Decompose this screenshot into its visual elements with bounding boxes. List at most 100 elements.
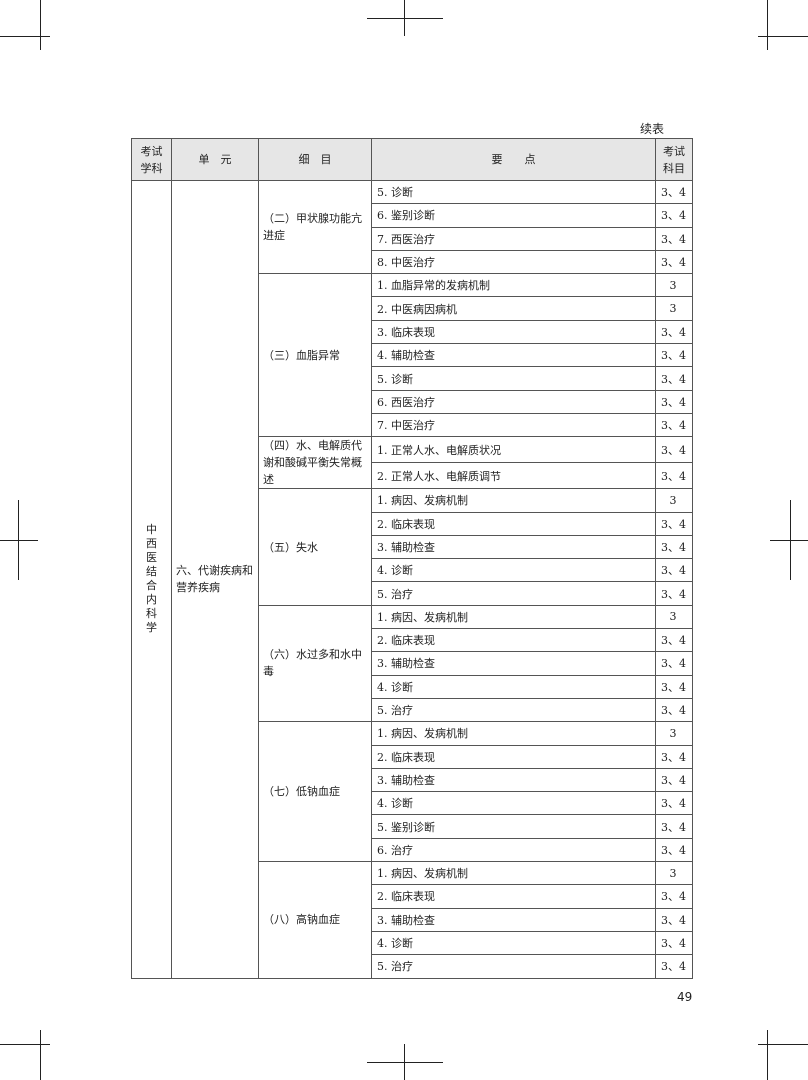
key-point-cell: 1. 正常人水、电解质状况 xyxy=(371,436,656,464)
table-row: 3. 辅助检查 3、4 xyxy=(132,767,693,793)
table-row: 3. 临床表现 3、4 xyxy=(132,319,693,345)
header-detail: 细 目 xyxy=(258,138,372,181)
section-title-cell: （八）高钠血症 xyxy=(258,861,372,979)
key-point-cell: 2. 临床表现 xyxy=(371,511,656,536)
key-point-cell: 4. 辅助检查 xyxy=(371,343,656,368)
section-title-cell: （四）水、电解质代谢和酸碱平衡失常概述 xyxy=(258,436,372,490)
exam-subject-cell: 3、4 xyxy=(655,837,693,863)
exam-outline-table: 考试 学科 单 元 细 目 要 点 考试 科目 中 西 医 结 合 内 科 学六… xyxy=(131,138,693,979)
exam-subject-cell: 3、4 xyxy=(655,319,693,345)
exam-subject-cell: 3、4 xyxy=(655,412,693,438)
table-row: 6. 西医治疗 3、4 xyxy=(132,389,693,414)
exam-subject-cell: 3、4 xyxy=(655,179,693,205)
key-point-cell: 8. 中医治疗 xyxy=(371,249,656,275)
key-point-cell: 7. 西医治疗 xyxy=(371,226,656,251)
exam-subject-cell: 3、4 xyxy=(655,674,693,699)
exam-subject-cell: 3、4 xyxy=(655,581,693,606)
exam-subject-cell: 3、4 xyxy=(655,767,693,793)
exam-subject-cell: 3、4 xyxy=(655,558,693,583)
key-point-cell: 3. 辅助检查 xyxy=(371,767,656,793)
key-point-cell: 3. 辅助检查 xyxy=(371,534,656,560)
exam-subject-cell: 3 xyxy=(655,273,693,298)
key-point-cell: 3. 辅助检查 xyxy=(371,907,656,932)
key-point-cell: 5. 治疗 xyxy=(371,954,656,979)
subject-cell: 中 西 医 结 合 内 科 学 xyxy=(131,180,172,979)
section-title-cell: （二）甲状腺功能亢进症 xyxy=(258,179,372,275)
table-row: （七）低钠血症 1. 病因、发病机制 3 xyxy=(132,721,693,863)
exam-subject-cell: 3、4 xyxy=(655,462,693,490)
key-point-cell: 2. 临床表现 xyxy=(371,628,656,653)
key-point-cell: 1. 血脂异常的发病机制 xyxy=(371,273,656,298)
exam-subject-cell: 3、4 xyxy=(655,930,693,956)
key-point-cell: 2. 正常人水、电解质调节 xyxy=(371,462,656,490)
table-row: （八）高钠血症 1. 病因、发病机制 3 xyxy=(132,861,693,979)
header-exam-subject: 考试 科目 xyxy=(655,138,693,181)
exam-subject-cell: 3 xyxy=(655,861,693,886)
key-point-cell: 1. 病因、发病机制 xyxy=(371,604,656,630)
table-row: 2. 中医病因病机 3 xyxy=(132,296,693,321)
exam-subject-cell: 3、4 xyxy=(655,907,693,932)
table-row: 2. 正常人水、电解质调节 3、4 xyxy=(132,462,693,490)
key-point-cell: 2. 中医病因病机 xyxy=(371,296,656,321)
exam-subject-cell: 3、4 xyxy=(655,697,693,723)
header-subject: 考试 学科 xyxy=(131,138,172,181)
table-row: 5. 鉴别诊断 3、4 xyxy=(132,814,693,839)
key-point-cell: 4. 诊断 xyxy=(371,674,656,699)
table-row: 5. 治疗 3、4 xyxy=(132,697,693,723)
header-key-points: 要 点 xyxy=(371,138,656,181)
table-row: 2. 临床表现 3、4 xyxy=(132,744,693,769)
exam-subject-cell: 3、4 xyxy=(655,651,693,676)
key-point-cell: 4. 诊断 xyxy=(371,558,656,583)
key-point-cell: 6. 西医治疗 xyxy=(371,389,656,414)
unit-cell: 六、代谢疾病和营养疾病 xyxy=(171,180,259,979)
table-row: 2. 临床表现 3、4 xyxy=(132,628,693,653)
key-point-cell: 1. 病因、发病机制 xyxy=(371,721,656,746)
key-point-cell: 3. 临床表现 xyxy=(371,319,656,345)
key-point-cell: 5. 诊断 xyxy=(371,366,656,391)
exam-subject-cell: 3、4 xyxy=(655,511,693,536)
key-point-cell: 6. 治疗 xyxy=(371,837,656,863)
exam-subject-cell: 3、4 xyxy=(655,366,693,391)
section-title-cell: （三）血脂异常 xyxy=(258,273,372,438)
exam-subject-cell: 3、4 xyxy=(655,436,693,464)
exam-subject-cell: 3、4 xyxy=(655,954,693,979)
table-row: 2. 临床表现 3、4 xyxy=(132,884,693,909)
exam-subject-cell: 3 xyxy=(655,296,693,321)
exam-subject-cell: 3、4 xyxy=(655,534,693,560)
key-point-cell: 5. 鉴别诊断 xyxy=(371,814,656,839)
key-point-cell: 5. 诊断 xyxy=(371,179,656,205)
exam-subject-cell: 3、4 xyxy=(655,884,693,909)
page-number: 49 xyxy=(677,990,693,1004)
table-row: 3. 辅助检查 3、4 xyxy=(132,651,693,676)
key-point-cell: 2. 临床表现 xyxy=(371,744,656,769)
key-point-cell: 5. 治疗 xyxy=(371,697,656,723)
table-row: （四）水、电解质代谢和酸碱平衡失常概述 1. 正常人水、电解质状况 3、4 xyxy=(132,436,693,490)
key-point-cell: 1. 病因、发病机制 xyxy=(371,861,656,886)
table-row: 7. 中医治疗 3、4 xyxy=(132,412,693,438)
exam-subject-cell: 3、4 xyxy=(655,814,693,839)
header-row: 考试 学科 单 元 细 目 要 点 考试 科目 xyxy=(131,138,693,181)
key-point-cell: 6. 鉴别诊断 xyxy=(371,203,656,228)
continued-label: 续表 xyxy=(640,122,665,136)
key-point-cell: 5. 治疗 xyxy=(371,581,656,606)
key-point-cell: 1. 病因、发病机制 xyxy=(371,488,656,513)
table-row: 2. 临床表现 3、4 xyxy=(132,511,693,536)
table-row: 中 西 医 结 合 内 科 学六、代谢疾病和营养疾病 （二）甲状腺功能亢进症 5. … xyxy=(131,179,693,979)
section-title-cell: （七）低钠血症 xyxy=(258,721,372,863)
exam-subject-cell: 3、4 xyxy=(655,226,693,251)
key-point-cell: 4. 诊断 xyxy=(371,930,656,956)
exam-subject-cell: 3 xyxy=(655,721,693,746)
exam-subject-cell: 3、4 xyxy=(655,203,693,228)
key-point-cell: 4. 诊断 xyxy=(371,791,656,816)
exam-subject-cell: 3、4 xyxy=(655,389,693,414)
exam-subject-cell: 3、4 xyxy=(655,744,693,769)
key-point-cell: 3. 辅助检查 xyxy=(371,651,656,676)
header-unit: 单 元 xyxy=(171,138,259,181)
exam-subject-cell: 3、4 xyxy=(655,249,693,275)
key-point-cell: 7. 中医治疗 xyxy=(371,412,656,438)
exam-subject-cell: 3、4 xyxy=(655,343,693,368)
table-body: 中 西 医 结 合 内 科 学六、代谢疾病和营养疾病 （二）甲状腺功能亢进症 5. … xyxy=(131,179,693,979)
table-row: 5. 治疗 3、4 xyxy=(132,954,693,979)
table-row: （三）血脂异常 1. 血脂异常的发病机制 3 xyxy=(132,273,693,438)
section-title-cell: （六）水过多和水中毒 xyxy=(258,604,372,723)
